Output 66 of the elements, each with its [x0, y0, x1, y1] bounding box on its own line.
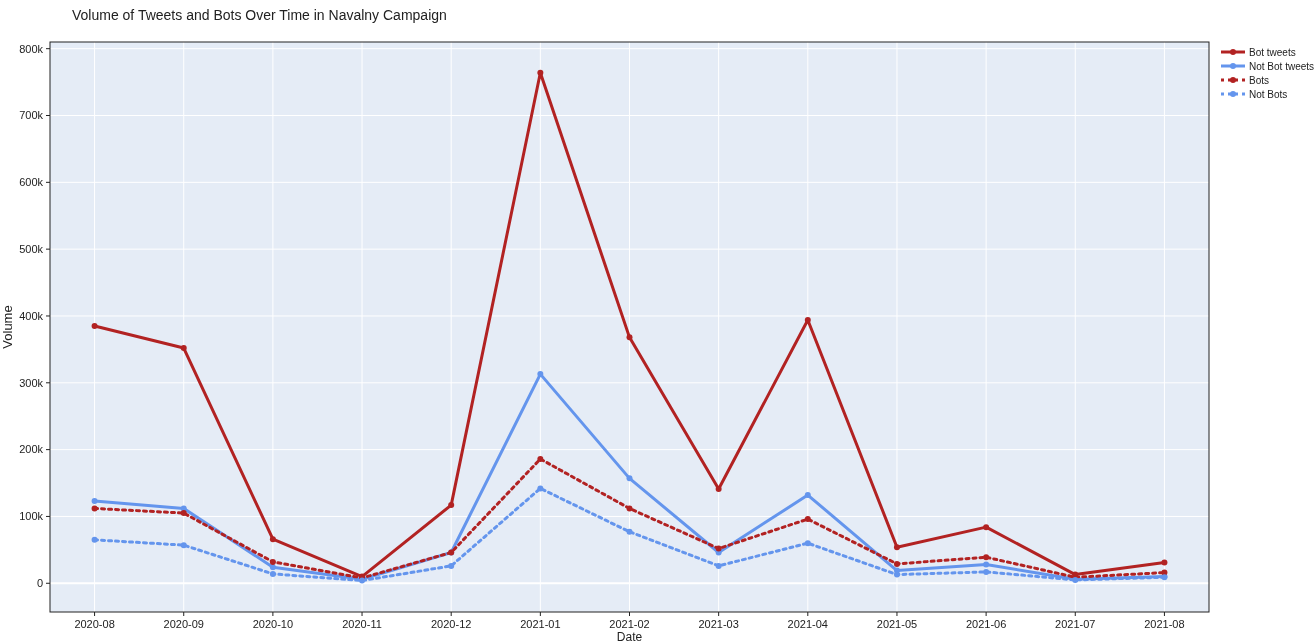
x-tick-label: 2020-11: [342, 618, 382, 630]
x-tick-label: 2020-12: [431, 618, 472, 630]
legend-label: Bots: [1249, 74, 1270, 86]
point: [804, 492, 811, 499]
x-tick-label: 2021-01: [520, 618, 561, 630]
point: [537, 455, 544, 462]
point: [626, 475, 633, 482]
point: [893, 571, 900, 578]
y-tick-label: 500k: [19, 243, 44, 255]
point: [180, 505, 187, 512]
point: [269, 570, 276, 577]
point: [269, 536, 276, 543]
y-tick-label: 400k: [19, 309, 44, 322]
point: [983, 554, 990, 561]
point: [537, 485, 544, 492]
chart-title: Volume of Tweets and Bots Over Time in Navalny Campaign: [72, 7, 447, 23]
point: [180, 345, 187, 352]
point: [180, 510, 187, 517]
x-tick-label: 2021-03: [698, 618, 739, 630]
point: [893, 560, 900, 567]
legend-label: Not Bot tweets: [1249, 60, 1315, 72]
point: [715, 545, 722, 552]
legend-label: Not Bots: [1249, 88, 1288, 100]
x-tick-label: 2021-08: [1144, 618, 1185, 630]
y-tick-label: 100k: [19, 510, 44, 523]
point: [715, 562, 722, 569]
y-axis-title: Volume: [0, 305, 15, 349]
point: [626, 334, 633, 341]
y-tick-label: 300k: [19, 376, 44, 389]
point: [91, 323, 98, 329]
point: [269, 564, 276, 571]
point: [983, 568, 990, 575]
point: [626, 505, 633, 512]
point: [448, 502, 455, 509]
y-tick-label: 0: [36, 577, 43, 590]
point: [537, 69, 544, 76]
x-tick-label: 2020-08: [74, 618, 115, 630]
y-tick-label: 700k: [19, 109, 44, 122]
point: [1161, 559, 1168, 566]
point: [448, 562, 455, 569]
x-tick-label: 2021-04: [787, 618, 828, 630]
point: [893, 544, 900, 551]
point: [180, 542, 187, 549]
point: [91, 505, 98, 512]
x-tick-label: 2020-10: [252, 618, 294, 630]
point: [269, 558, 276, 565]
point: [983, 561, 990, 568]
y-tick-label: 800k: [19, 42, 44, 55]
point: [626, 528, 633, 535]
x-axis-title: Date: [616, 630, 643, 644]
point: [983, 524, 990, 531]
y-tick-label: 600k: [19, 176, 44, 189]
x-tick-label: 2021-05: [876, 618, 918, 630]
x-tick-label: 2020-09: [163, 618, 204, 630]
point: [715, 486, 722, 493]
x-tick-label: 2021-07: [1055, 618, 1096, 630]
legend-label: Bot tweets: [1249, 46, 1296, 58]
point: [91, 498, 98, 505]
x-tick-label: 2021-02: [609, 618, 650, 630]
x-tick-label: 2021-06: [965, 618, 1007, 630]
point: [804, 540, 811, 547]
point: [804, 516, 811, 523]
point: [91, 536, 98, 543]
point: [804, 316, 811, 323]
point: [537, 371, 544, 378]
y-tick-label: 200k: [19, 443, 44, 456]
